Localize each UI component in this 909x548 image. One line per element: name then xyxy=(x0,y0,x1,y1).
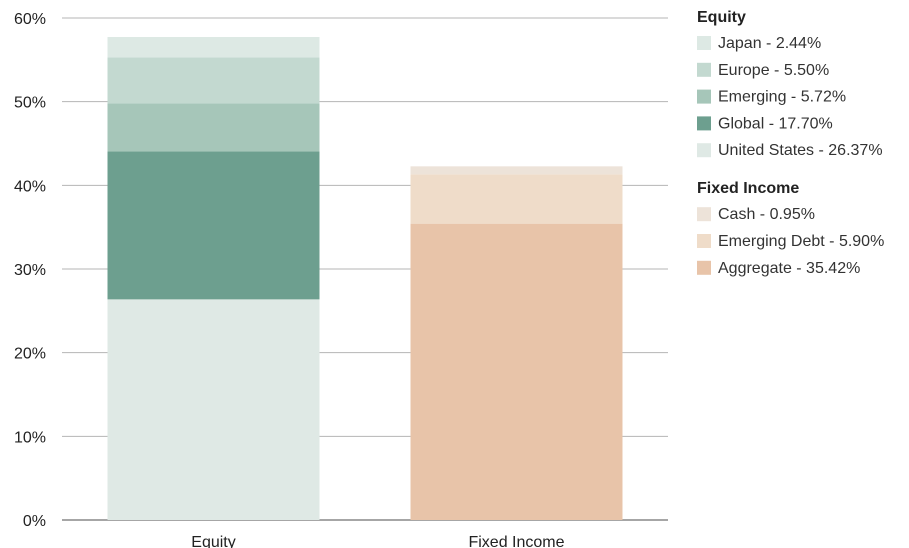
legend-swatch xyxy=(697,143,711,158)
bars xyxy=(107,36,623,521)
legend-swatch xyxy=(697,260,711,275)
legend-item-label: Europe - 5.50% xyxy=(718,62,829,79)
legend-swatch xyxy=(697,116,711,131)
y-tick-label: 60% xyxy=(14,11,46,28)
legend-item-label: United States - 26.37% xyxy=(718,142,883,159)
legend-item-label: Emerging Debt - 5.90% xyxy=(718,233,884,250)
x-category-label: Equity xyxy=(191,534,235,548)
legend: Equity Japan - 2.44% Europe - 5.50% Emergin… xyxy=(697,9,884,277)
y-tick-label: 10% xyxy=(14,429,46,446)
legend-item-label: Global - 17.70% xyxy=(718,115,833,132)
bar-segment xyxy=(410,223,623,521)
y-tick-label: 0% xyxy=(23,513,46,530)
legend-swatch xyxy=(697,234,711,248)
x-category-label: Fixed Income xyxy=(468,534,564,548)
y-tick-label: 50% xyxy=(14,95,46,112)
bar-segment xyxy=(107,103,320,152)
y-axis: 0% 10% 20% 30% 40% 50% 60% xyxy=(14,11,46,530)
bar-segment xyxy=(410,174,623,224)
legend-item-label: Japan - 2.44% xyxy=(718,35,821,52)
x-axis: Equity Fixed Income xyxy=(191,534,564,548)
legend-swatch xyxy=(697,36,711,50)
bar-segment xyxy=(107,151,320,300)
bar-segment xyxy=(107,57,320,104)
bar-segment xyxy=(107,299,320,520)
legend-swatch xyxy=(697,62,711,77)
y-tick-label: 30% xyxy=(14,262,46,279)
legend-item-label: Emerging - 5.72% xyxy=(718,89,846,106)
bar-segment xyxy=(410,166,623,175)
legend-group-title: Equity xyxy=(697,9,746,26)
legend-swatch xyxy=(697,89,711,104)
y-tick-label: 40% xyxy=(14,178,46,195)
legend-item-label: Cash - 0.95% xyxy=(718,206,815,223)
legend-swatch xyxy=(697,207,711,222)
legend-item-label: Aggregate - 35.42% xyxy=(718,260,860,277)
bar-segment xyxy=(107,36,320,58)
y-tick-label: 20% xyxy=(14,346,46,363)
legend-group-title: Fixed Income xyxy=(697,180,799,197)
